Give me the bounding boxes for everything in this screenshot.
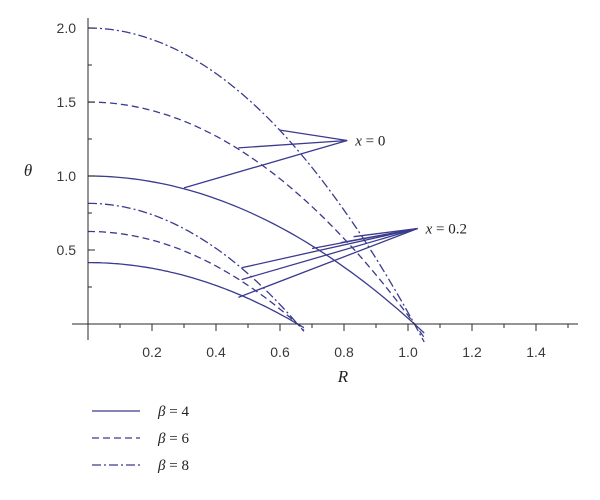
annotation-leader bbox=[241, 227, 418, 269]
annotation-leader bbox=[183, 139, 348, 189]
axes bbox=[72, 18, 578, 340]
plot-lines bbox=[87, 27, 425, 343]
legend-label: β = 6 bbox=[157, 431, 189, 447]
series-line-2 bbox=[87, 27, 425, 343]
annotations: x = 0 x = 0.2 bbox=[183, 129, 467, 298]
x-tick-label: 0.2 bbox=[142, 344, 162, 360]
x-tick-label: 0.8 bbox=[334, 344, 354, 360]
series-line-4 bbox=[88, 230, 305, 331]
annotation-leader bbox=[238, 227, 418, 298]
series-line-0 bbox=[88, 175, 425, 334]
annotation-leader bbox=[241, 227, 418, 281]
annotation-leader bbox=[279, 129, 348, 142]
annotation-leader bbox=[353, 227, 418, 238]
x-tick-label: 0.6 bbox=[270, 344, 290, 360]
series-line-5 bbox=[88, 202, 305, 332]
y-tick-label: 1.0 bbox=[57, 168, 77, 184]
annotation-leader bbox=[238, 139, 348, 149]
x-tick-label: 1.4 bbox=[526, 344, 546, 360]
x-tick-label: 0.4 bbox=[206, 344, 226, 360]
x-tick-label: 1.0 bbox=[398, 344, 418, 360]
annotation-leader bbox=[340, 227, 418, 244]
x-axis-title: R bbox=[337, 367, 349, 386]
y-axis-title: θ bbox=[24, 161, 32, 180]
y-tick-label: 1.5 bbox=[57, 94, 77, 110]
annotation-label: x = 0.2 bbox=[425, 222, 467, 238]
ticks: 0.2 0.4 0.6 0.8 1.0 1.2 1.4 0.5 1.0 1.5 2.0 bbox=[57, 20, 569, 360]
legend: β = 4 β = 6 β = 8 bbox=[92, 404, 189, 474]
series-line-3 bbox=[88, 261, 305, 329]
series-line-1 bbox=[87, 101, 425, 338]
annotation-label: x = 0 bbox=[354, 133, 385, 149]
legend-label: β = 4 bbox=[157, 404, 189, 420]
legend-label: β = 8 bbox=[157, 458, 189, 474]
y-tick-label: 0.5 bbox=[57, 242, 77, 258]
y-tick-label: 2.0 bbox=[57, 20, 77, 36]
x-tick-label: 1.2 bbox=[462, 344, 482, 360]
